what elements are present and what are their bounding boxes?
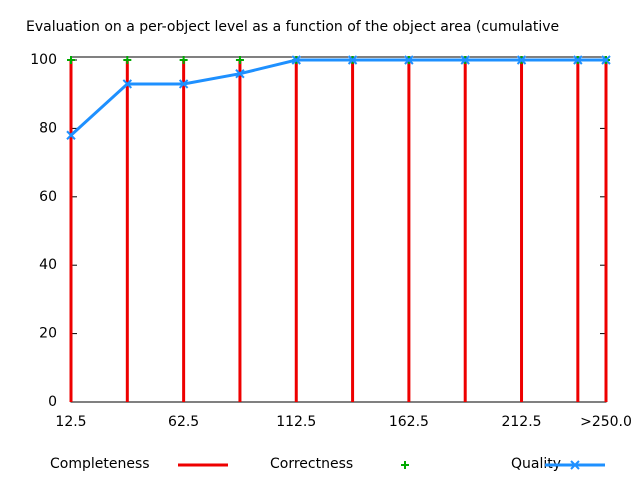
x-marker	[516, 55, 527, 65]
plus-marker	[67, 56, 75, 64]
plus-marker	[179, 56, 188, 64]
plus-marker	[123, 56, 132, 64]
y-tick-label: 80	[39, 120, 57, 136]
y-tick-label: 40	[39, 257, 57, 273]
legend-label: Quality	[511, 456, 561, 472]
y-tick-label: 100	[30, 52, 57, 68]
y-tick-label: 20	[39, 326, 57, 342]
x-marker	[66, 130, 76, 140]
x-tick-label: 12.5	[55, 414, 86, 430]
legend-label: Completeness	[50, 456, 150, 472]
legend-label: Correctness	[270, 456, 353, 472]
y-tick-label: 60	[39, 189, 57, 205]
x-tick-label: 62.5	[168, 414, 199, 430]
x-marker	[291, 55, 301, 65]
x-tick-label: 212.5	[501, 414, 541, 430]
quality-line	[69, 58, 606, 137]
x-marker	[404, 55, 414, 65]
x-tick-label: >250.0	[580, 414, 632, 430]
x-marker	[122, 79, 133, 89]
plus-marker	[235, 56, 244, 64]
x-marker	[573, 55, 583, 65]
x-tick-label: 112.5	[276, 414, 316, 430]
x-marker	[601, 55, 611, 65]
x-tick-label: 162.5	[389, 414, 429, 430]
x-marker	[178, 79, 189, 89]
plot-border	[70, 56, 607, 403]
x-marker	[460, 55, 470, 65]
x-marker	[235, 68, 245, 79]
x-marker	[347, 55, 358, 65]
y-tick-label: 0	[48, 394, 57, 410]
chart-title: Evaluation on a per-object level as a fu…	[26, 19, 559, 35]
legend-swatch	[570, 460, 580, 470]
legend-swatch	[401, 461, 409, 469]
